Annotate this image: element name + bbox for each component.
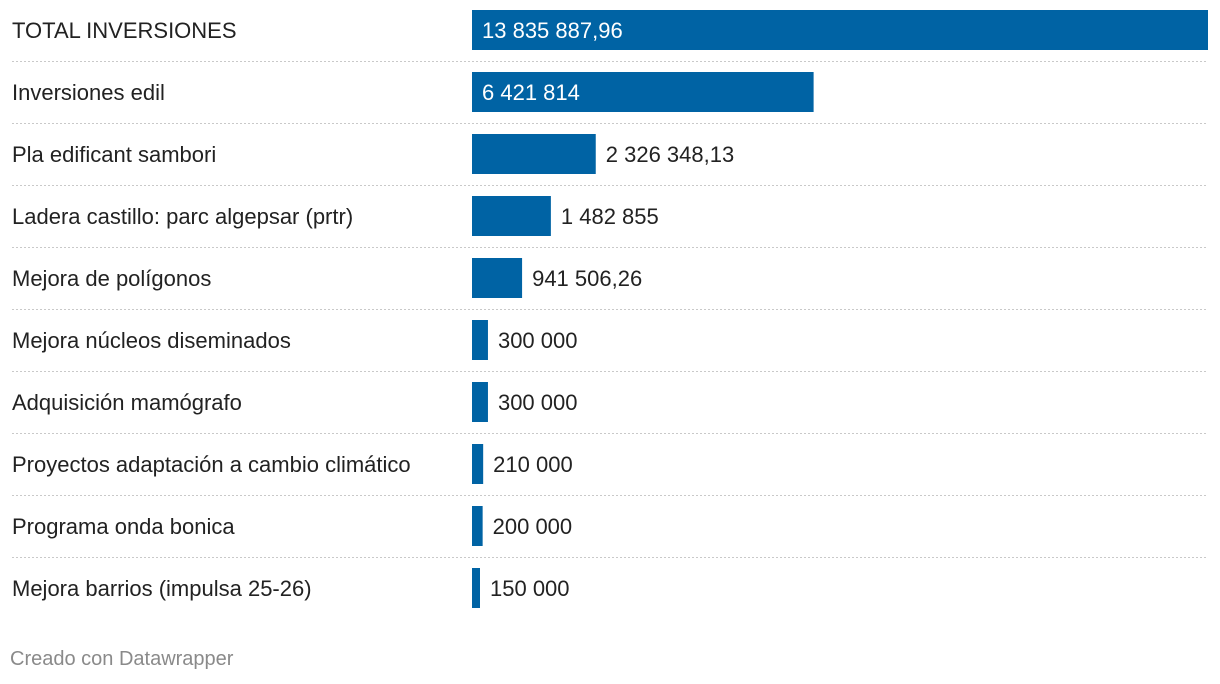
value-label: 13 835 887,96 [482,18,623,43]
category-label: Ladera castillo: parc algepsar (prtr) [12,204,353,229]
value-label: 300 000 [498,328,578,353]
bar-row: Inversiones edil 6 421 814 [12,72,1208,124]
category-label: TOTAL INVERSIONES [12,18,237,43]
value-label: 941 506,26 [532,266,642,291]
category-label: Mejora núcleos diseminados [12,328,291,353]
value-label: 300 000 [498,390,578,415]
bar-row: Mejora barrios (impulsa 25-26) 150 000 [12,568,570,608]
bar-row: Proyectos adaptación a cambio climático 2… [12,444,1208,496]
value-label: 150 000 [490,576,570,601]
value-label: 1 482 855 [561,204,659,229]
bar-row: Ladera castillo: parc algepsar (prtr) 1 4… [12,196,1208,248]
category-label: Adquisición mamógrafo [12,390,242,415]
bar [472,72,814,112]
category-label: Mejora barrios (impulsa 25-26) [12,576,312,601]
bar [472,10,1208,50]
category-label: Mejora de polígonos [12,266,211,291]
category-label: Proyectos adaptación a cambio climático [12,452,411,477]
bar [472,506,483,546]
bar-row: TOTAL INVERSIONES 13 835 887,96 [12,10,1208,62]
category-label: Programa onda bonica [12,514,235,539]
bar [472,196,551,236]
bar [472,444,484,484]
value-label: 210 000 [493,452,573,477]
bar-row: Adquisición mamógrafo 300 000 [12,382,1208,434]
bar [472,134,596,174]
bar [472,258,523,298]
category-label: Inversiones edil [12,80,165,105]
datawrapper-credit: Creado con Datawrapper [10,648,234,670]
value-label: 2 326 348,13 [606,142,734,167]
bar-row: Mejora núcleos diseminados 300 000 [12,320,1208,372]
bar [472,320,488,360]
bar [472,382,488,422]
bar-row: Mejora de polígonos 941 506,26 [12,258,1208,310]
category-label: Pla edificant sambori [12,142,216,167]
value-label: 6 421 814 [482,80,580,105]
bar-row: Programa onda bonica 200 000 [12,506,1208,558]
value-label: 200 000 [493,514,573,539]
bar-row: Pla edificant sambori 2 326 348,13 [12,134,1208,186]
bar [472,568,480,608]
